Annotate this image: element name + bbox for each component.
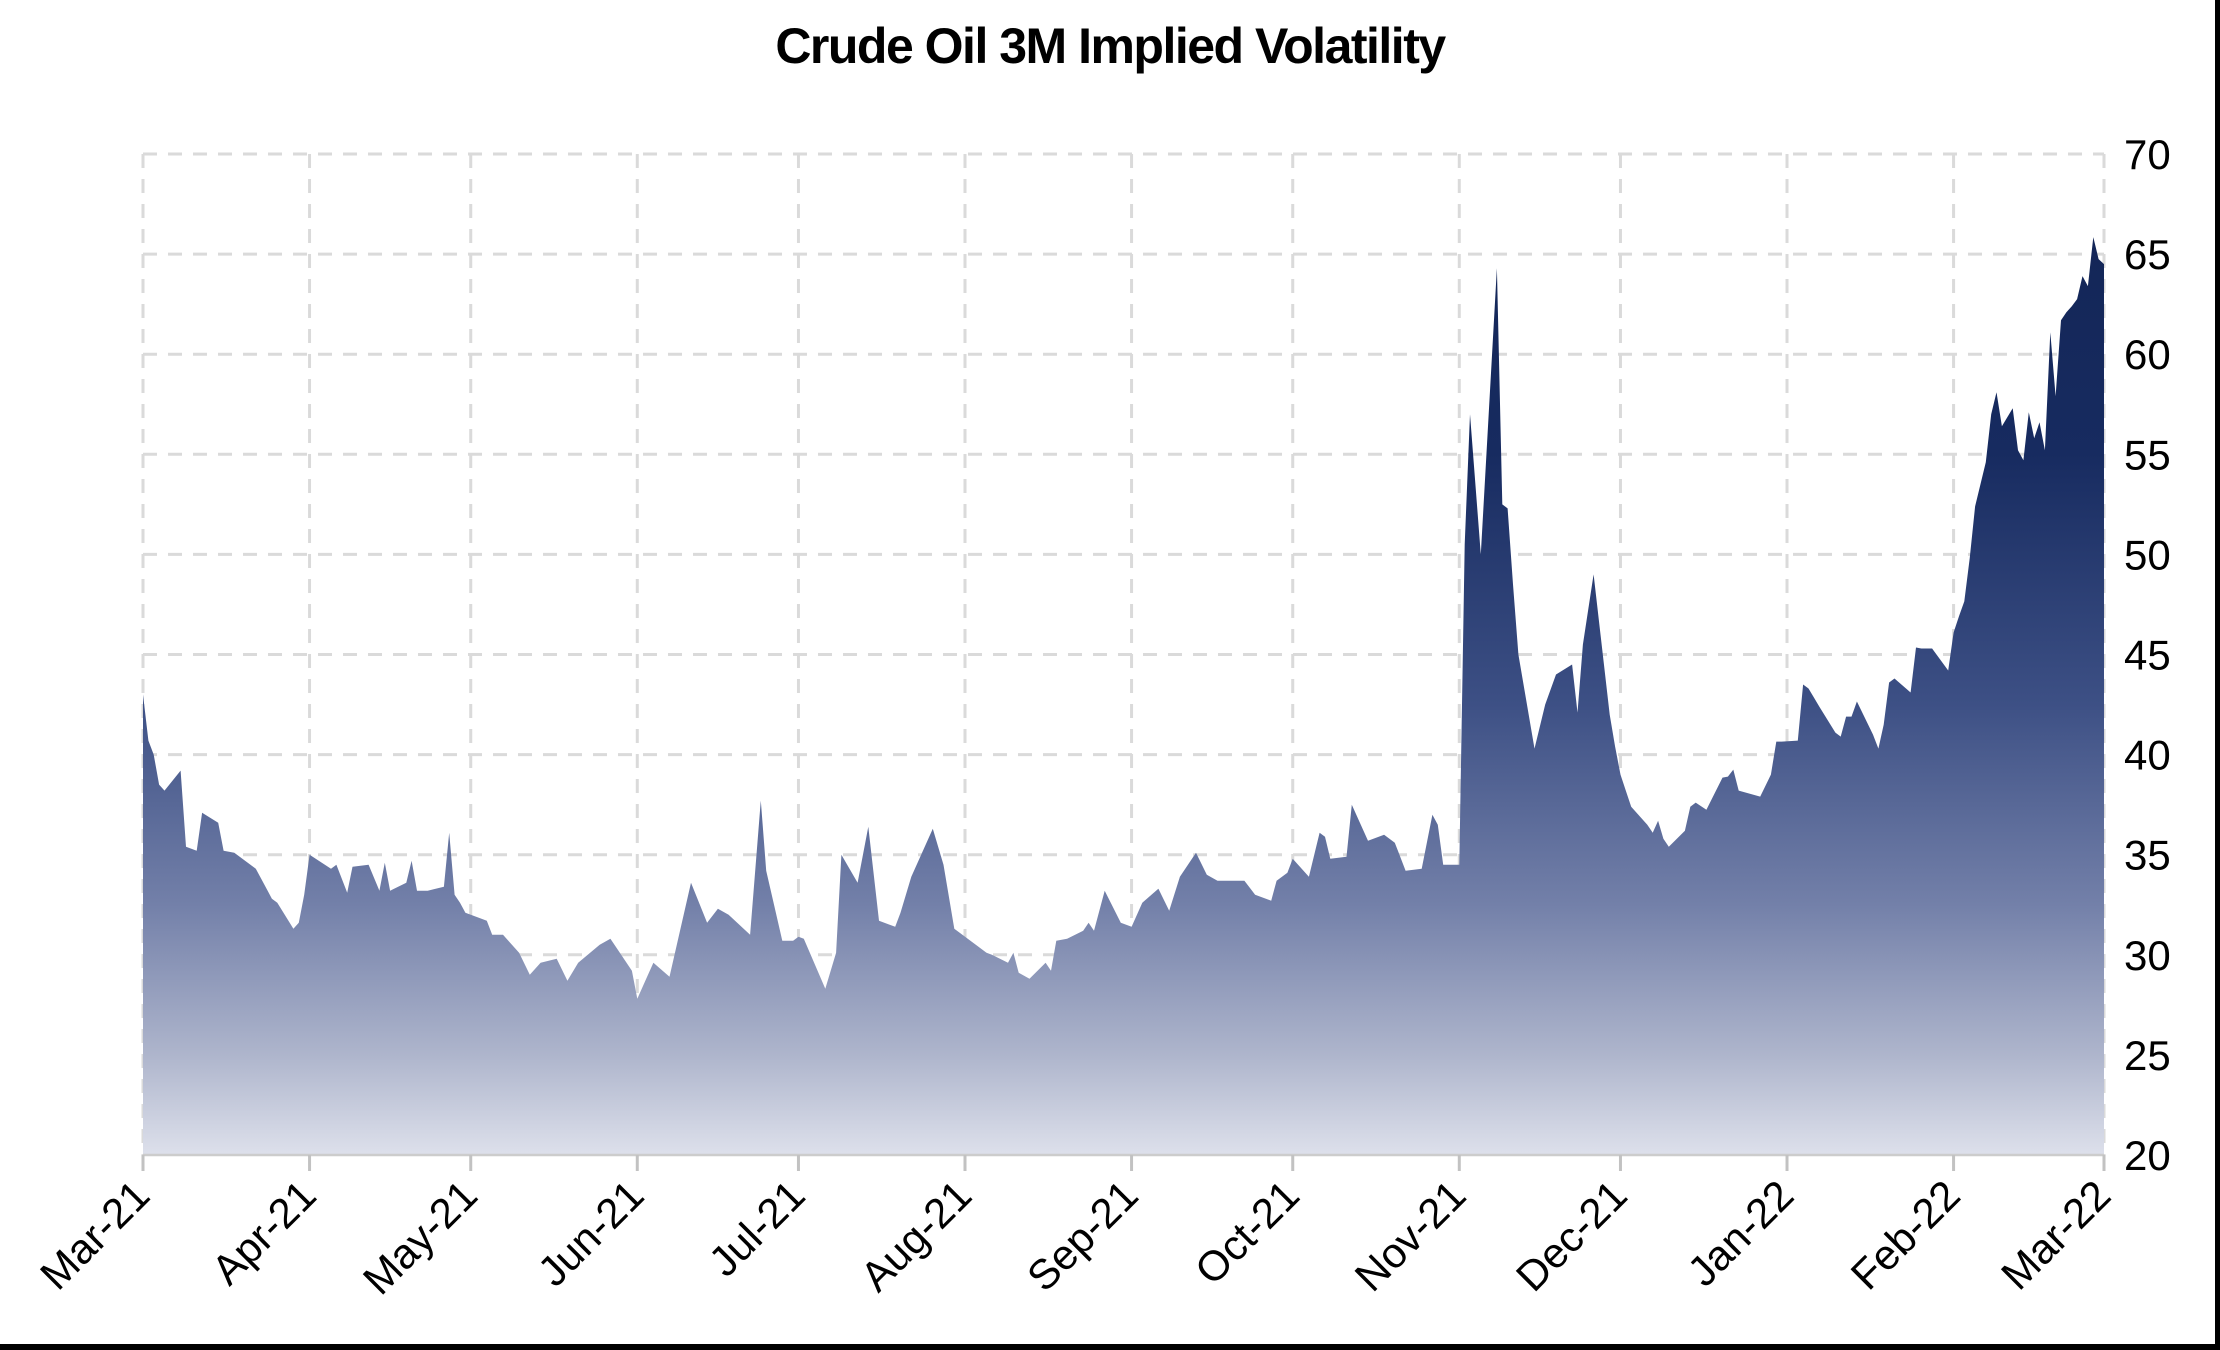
y-tick-label: 45 (2124, 632, 2171, 679)
y-axis-labels: 20 25 30 35 40 45 50 55 60 65 70 (2124, 131, 2171, 1179)
chart-title: Crude Oil 3M Implied Volatility (775, 18, 1446, 74)
x-tick-label: Nov-21 (1346, 1171, 1475, 1300)
x-tick-label: Jan-22 (1678, 1171, 1802, 1295)
y-tick-label: 70 (2124, 131, 2171, 178)
x-tick-label: Apr-21 (203, 1171, 325, 1293)
y-tick-label: 30 (2124, 932, 2171, 979)
y-tick-label: 65 (2124, 231, 2171, 278)
x-tick-label: Dec-21 (1507, 1171, 1636, 1300)
x-tick-label: May-21 (354, 1171, 486, 1303)
x-tick-label: Jun-21 (529, 1171, 653, 1295)
y-tick-label: 55 (2124, 431, 2171, 478)
y-tick-label: 50 (2124, 531, 2171, 578)
y-tick-label: 60 (2124, 331, 2171, 378)
x-tick-label: Oct-21 (1186, 1171, 1308, 1293)
area-series-fill (143, 237, 2104, 1156)
y-tick-label: 40 (2124, 732, 2171, 779)
x-tick-label: Feb-22 (1842, 1171, 1969, 1298)
x-tick-label: Aug-21 (851, 1171, 980, 1300)
y-tick-label: 25 (2124, 1032, 2171, 1079)
y-tick-label: 20 (2124, 1132, 2171, 1179)
x-axis-tick-marks (141, 1155, 2106, 1171)
y-tick-label: 35 (2124, 832, 2171, 879)
x-tick-label: Sep-21 (1018, 1171, 1147, 1300)
bottom-frame-border (0, 1344, 2220, 1350)
x-tick-label: Jul-21 (700, 1171, 814, 1285)
x-tick-label: Mar-22 (1992, 1171, 2119, 1298)
x-tick-label: Mar-21 (31, 1171, 158, 1298)
x-axis-labels: Mar-21 Apr-21 May-21 Jun-21 Jul-21 Aug-21 Sep-… (31, 1171, 2119, 1303)
right-frame-border (2215, 0, 2220, 1350)
